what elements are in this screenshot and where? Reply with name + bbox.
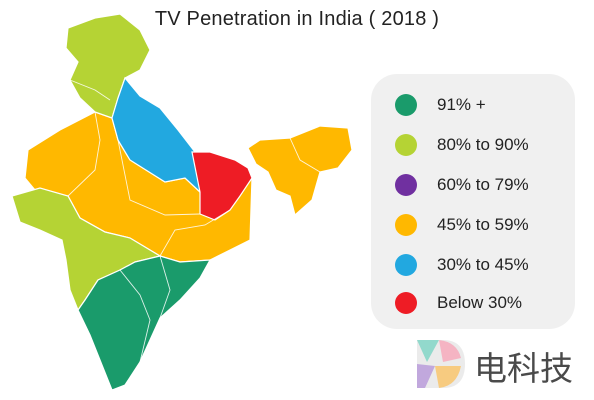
legend-item-30-45: 30% to 45% [395, 252, 529, 278]
legend-swatch [395, 254, 417, 276]
legend-swatch [395, 292, 417, 314]
region-south [77, 255, 212, 391]
page-title: TV Penetration in India ( 2018 ) [154, 8, 440, 30]
watermark-logo [417, 340, 465, 388]
logo-icon [417, 340, 465, 388]
legend-label: Below 30% [437, 293, 523, 312]
legend-item-91-plus: 91% + [395, 92, 486, 118]
legend-item-below-30: Below 30% [395, 290, 522, 316]
legend-swatch [395, 134, 417, 156]
region-bihar [191, 151, 253, 221]
watermark-text: 电科技 [474, 349, 573, 388]
legend-label: 30% to 45% [437, 255, 529, 274]
legend-label: 80% to 90% [437, 135, 529, 154]
legend-label: 60% to 79% [437, 175, 529, 194]
legend-item-80-90: 80% to 90% [395, 132, 529, 158]
legend-item-60-79: 60% to 79% [395, 172, 529, 198]
legend-swatch [395, 214, 417, 236]
region-northeast [247, 125, 353, 217]
legend-panel: 91% + 80% to 90% 60% to 79% 45% to 59% 3… [371, 74, 575, 329]
legend-swatch [395, 174, 417, 196]
legend-label: 45% to 59% [437, 215, 529, 234]
legend-label: 91% + [437, 95, 486, 114]
legend-swatch [395, 94, 417, 116]
legend-item-45-59: 45% to 59% [395, 212, 529, 238]
